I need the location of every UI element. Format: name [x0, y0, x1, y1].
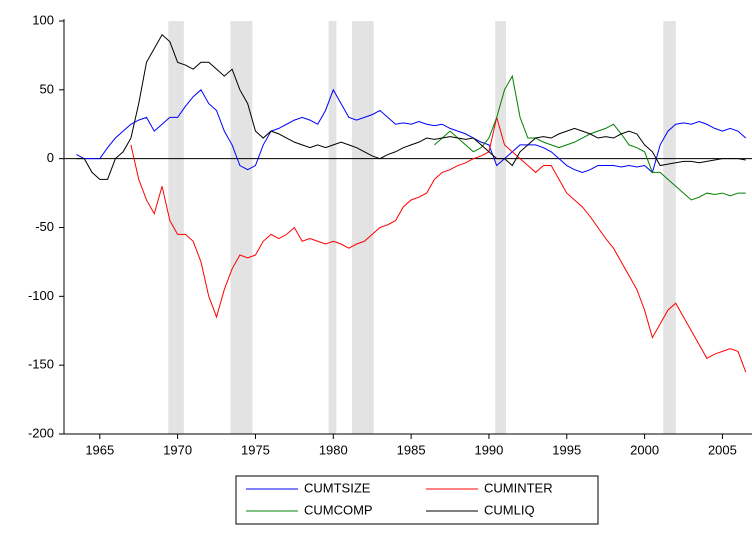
shaded-period: [495, 21, 507, 434]
y-tick-label: -100: [28, 288, 54, 303]
x-tick-label: 2005: [708, 442, 737, 457]
y-tick-label: -200: [28, 425, 54, 440]
y-tick-label: -150: [28, 357, 54, 372]
shaded-period: [328, 21, 337, 434]
x-tick-label: 1985: [397, 442, 426, 457]
y-tick-label: -50: [35, 219, 54, 234]
legend-label: CUMCOMP: [304, 502, 373, 517]
x-tick-label: 1975: [241, 442, 270, 457]
series-line: [434, 74, 746, 201]
legend-box: [235, 475, 599, 525]
shaded-period: [663, 21, 676, 434]
x-tick-label: 1990: [474, 442, 503, 457]
x-tick-label: 1980: [319, 442, 348, 457]
legend-label: CUMINTER: [484, 480, 553, 495]
shaded-period: [168, 21, 184, 434]
legend-label: CUMLIQ: [484, 502, 535, 517]
x-tick-label: 2000: [630, 442, 659, 457]
x-tick-label: 1995: [552, 442, 581, 457]
series-line: [130, 117, 747, 373]
x-tick-label: 1970: [163, 442, 192, 457]
shaded-period: [351, 21, 374, 434]
y-tick-label: 100: [32, 12, 54, 27]
x-tick-label: 1965: [85, 442, 114, 457]
series-line: [76, 88, 747, 174]
y-tick-label: 0: [47, 150, 54, 165]
legend-label: CUMTSIZE: [304, 480, 371, 495]
series-line: [76, 33, 746, 180]
plot-area: [64, 21, 752, 434]
shaded-period: [230, 21, 253, 434]
y-tick-label: 50: [40, 81, 54, 96]
